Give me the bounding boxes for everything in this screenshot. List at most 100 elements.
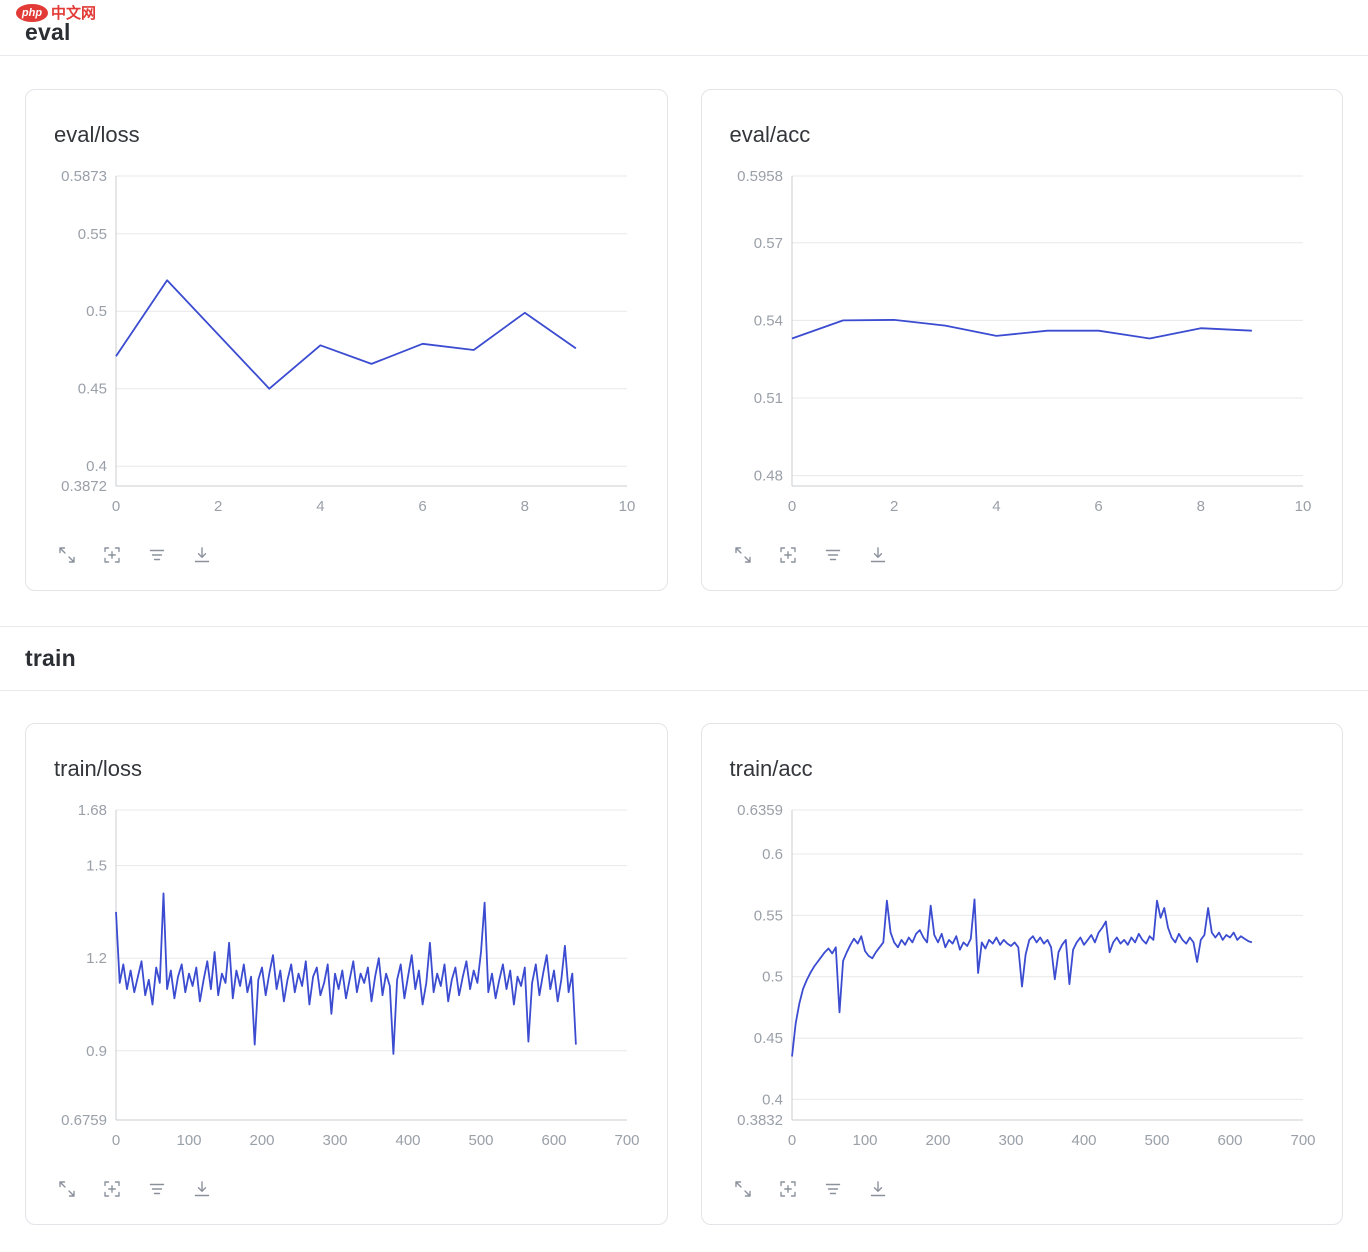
fullscreen-icon <box>734 1181 751 1197</box>
section-header-train: train <box>0 626 1368 691</box>
restore-icon <box>104 547 120 563</box>
svg-text:0.54: 0.54 <box>753 312 782 329</box>
svg-text:0.3832: 0.3832 <box>737 1112 783 1129</box>
download-button[interactable] <box>867 544 889 566</box>
svg-text:1.5: 1.5 <box>86 858 107 875</box>
restore-button[interactable] <box>777 1178 799 1200</box>
eval-loss-line-chart: 0.5873 0.55 0.5 0.45 0.4 0.3872 0 2 4 6 8 10 <box>54 162 639 530</box>
svg-text:10: 10 <box>1294 498 1311 515</box>
svg-text:6: 6 <box>418 498 426 515</box>
svg-text:500: 500 <box>1144 1132 1169 1149</box>
svg-text:0.57: 0.57 <box>753 235 782 252</box>
data-filter-button[interactable] <box>146 544 168 566</box>
svg-text:600: 600 <box>1217 1132 1242 1149</box>
fullscreen-icon <box>734 547 751 563</box>
svg-text:0.6359: 0.6359 <box>737 802 783 819</box>
svg-text:700: 700 <box>1290 1132 1315 1149</box>
svg-text:0.51: 0.51 <box>753 390 782 407</box>
restore-button[interactable] <box>777 544 799 566</box>
svg-text:100: 100 <box>852 1132 877 1149</box>
svg-text:0.6: 0.6 <box>762 846 783 863</box>
svg-text:0.3872: 0.3872 <box>61 478 107 495</box>
svg-text:0.55: 0.55 <box>78 226 107 243</box>
restore-icon <box>779 1181 796 1197</box>
phpcn-logo: php 中文网 <box>16 2 96 23</box>
svg-text:400: 400 <box>395 1132 420 1149</box>
chart-card-eval-loss: eval/loss 0.5873 0.55 0.5 0.45 0.4 0.3872 0 2 4 6… <box>25 89 668 591</box>
restore-button[interactable] <box>101 1178 123 1200</box>
fullscreen-icon <box>59 1181 75 1197</box>
restore-icon <box>779 547 796 563</box>
fullscreen-button[interactable] <box>732 1178 754 1200</box>
chart-toolbar <box>54 544 639 566</box>
svg-text:4: 4 <box>316 498 324 515</box>
fullscreen-button[interactable] <box>56 1178 78 1200</box>
svg-text:0.48: 0.48 <box>753 468 782 485</box>
svg-text:10: 10 <box>619 498 636 515</box>
section-header-eval: php 中文网 eval <box>0 0 1368 56</box>
svg-text:4: 4 <box>992 498 1000 515</box>
logo-brand-text: 中文网 <box>51 5 97 22</box>
svg-text:0.6759: 0.6759 <box>61 1112 107 1129</box>
svg-text:200: 200 <box>249 1132 274 1149</box>
filter-lines-icon <box>825 1183 840 1195</box>
chart-title-eval-loss: eval/loss <box>54 122 140 147</box>
chart-card-train-acc: train/acc 0.6359 0.6 0.55 0.5 0.45 0.4 0.3832 0… <box>700 723 1343 1225</box>
svg-text:200: 200 <box>925 1132 950 1149</box>
svg-text:6: 6 <box>1094 498 1102 515</box>
fullscreen-icon <box>59 547 75 563</box>
svg-text:700: 700 <box>614 1132 639 1149</box>
data-filter-button[interactable] <box>822 1178 844 1200</box>
chart-card-train-loss: train/loss 1.68 1.5 1.2 0.9 0.6759 0 100 200 300… <box>25 723 668 1225</box>
section-title-train: train <box>25 645 76 671</box>
svg-text:0.45: 0.45 <box>753 1030 782 1047</box>
svg-text:0: 0 <box>112 1132 120 1149</box>
download-icon <box>194 1181 210 1197</box>
train-charts-row: train/loss 1.68 1.5 1.2 0.9 0.6759 0 100 200 300… <box>0 723 1368 1225</box>
download-button[interactable] <box>191 1178 213 1200</box>
svg-text:0.9: 0.9 <box>86 1043 107 1060</box>
svg-text:8: 8 <box>521 498 529 515</box>
svg-text:0: 0 <box>112 498 120 515</box>
data-filter-button[interactable] <box>146 1178 168 1200</box>
filter-lines-icon <box>825 549 840 561</box>
train-acc-line-chart: 0.6359 0.6 0.55 0.5 0.45 0.4 0.3832 0 100 200 300 4… <box>730 796 1315 1164</box>
chart-toolbar <box>730 544 1315 566</box>
filter-lines-icon <box>149 549 165 561</box>
fullscreen-button[interactable] <box>732 544 754 566</box>
download-icon <box>194 547 210 563</box>
chart-title-train-loss: train/loss <box>54 756 143 781</box>
php-logo-badge: php <box>16 3 48 22</box>
svg-text:2: 2 <box>890 498 898 515</box>
svg-text:0.5: 0.5 <box>762 969 783 986</box>
data-filter-button[interactable] <box>822 544 844 566</box>
svg-text:300: 300 <box>998 1132 1023 1149</box>
section-title-eval: eval <box>25 19 71 45</box>
svg-text:100: 100 <box>176 1132 201 1149</box>
chart-title-train-acc: train/acc <box>729 756 813 781</box>
svg-text:0.5: 0.5 <box>86 303 107 320</box>
chart-title-eval-acc: eval/acc <box>729 122 811 147</box>
filter-lines-icon <box>149 1183 165 1195</box>
download-button[interactable] <box>191 544 213 566</box>
svg-text:0.45: 0.45 <box>78 381 107 398</box>
restore-icon <box>104 1181 120 1197</box>
svg-text:300: 300 <box>322 1132 347 1149</box>
download-button[interactable] <box>867 1178 889 1200</box>
chart-toolbar <box>730 1178 1315 1200</box>
download-icon <box>870 547 885 563</box>
eval-charts-row: eval/loss 0.5873 0.55 0.5 0.45 0.4 0.3872 0 2 4 6… <box>0 89 1368 591</box>
svg-text:600: 600 <box>541 1132 566 1149</box>
svg-text:0: 0 <box>787 498 795 515</box>
restore-button[interactable] <box>101 544 123 566</box>
chart-toolbar <box>54 1178 639 1200</box>
svg-text:0.55: 0.55 <box>753 907 782 924</box>
svg-text:0.4: 0.4 <box>86 458 107 475</box>
svg-text:0.5873: 0.5873 <box>61 168 107 185</box>
svg-text:400: 400 <box>1071 1132 1096 1149</box>
eval-acc-line-chart: 0.5958 0.57 0.54 0.51 0.48 0 2 4 6 8 10 <box>730 162 1315 530</box>
svg-text:0: 0 <box>787 1132 795 1149</box>
download-icon <box>870 1181 885 1197</box>
fullscreen-button[interactable] <box>56 544 78 566</box>
svg-text:8: 8 <box>1196 498 1204 515</box>
